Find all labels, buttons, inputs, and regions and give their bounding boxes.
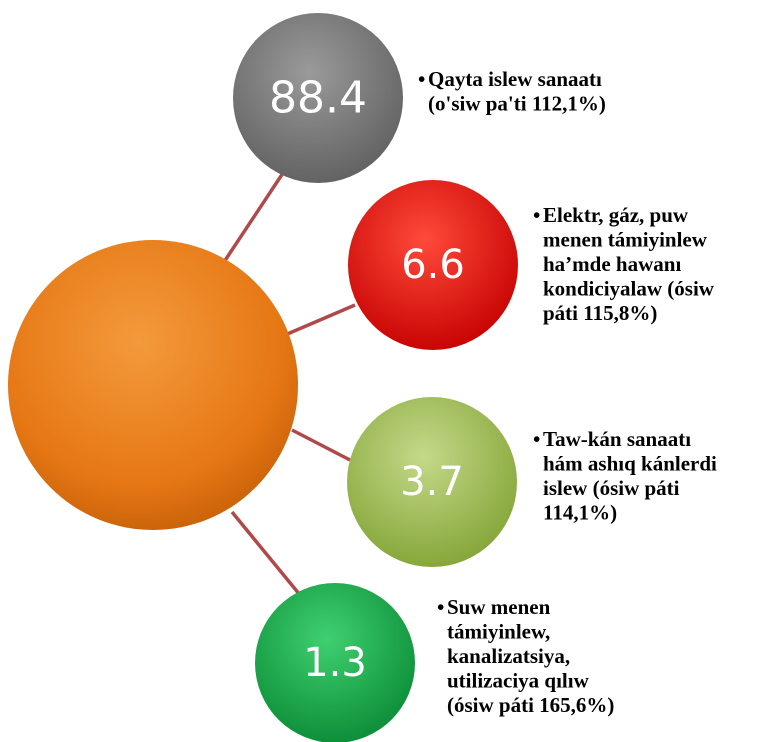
node-circle	[347, 397, 517, 567]
node-value: 3.7	[400, 459, 464, 505]
node-value: 1.3	[303, 640, 367, 686]
node-label: Suw menen	[447, 595, 551, 619]
bullet: •	[418, 67, 425, 91]
node-label: támiyinlew,	[447, 620, 550, 644]
node-label: ha’mde hawanı	[543, 252, 681, 276]
connector	[284, 303, 356, 337]
bullet: •	[437, 595, 444, 619]
node-label: kondiciyalaw (ósiw	[543, 277, 715, 301]
node-circle	[233, 13, 403, 183]
connector	[230, 510, 302, 597]
node-label: kanalizatsiya,	[447, 644, 570, 668]
node-circle	[255, 583, 415, 742]
center-circle	[8, 240, 298, 530]
node-label: 114,1%)	[543, 501, 617, 525]
connector	[218, 169, 287, 269]
node-label: (ósiw páti 165,6%)	[447, 693, 614, 717]
node-label: (o'siw pa'ti 112,1%)	[428, 92, 606, 116]
node-label: hám ashıq kánlerdi	[543, 452, 717, 476]
node-label: páti 115,8%)	[543, 301, 657, 325]
node-value: 6.6	[401, 242, 465, 288]
bullet: •	[533, 427, 540, 451]
node-circle	[348, 180, 518, 350]
node-label: Taw-kán sanaatı	[543, 427, 691, 451]
node-label: Qayta islew sanaatı	[428, 67, 602, 91]
labels: • Qayta islew sanaatı(o'siw pa'ti 112,1%)…	[418, 67, 717, 717]
node-label: islew (ósiw páti	[543, 476, 680, 500]
node-label: Elektr, gáz, puw	[543, 203, 689, 227]
connector	[291, 428, 351, 462]
bullet: •	[533, 203, 540, 227]
node-value: 88.4	[269, 73, 367, 124]
node-label: utilizaciya qılıw	[447, 669, 590, 693]
node-label: menen támiyinlew	[543, 228, 708, 252]
